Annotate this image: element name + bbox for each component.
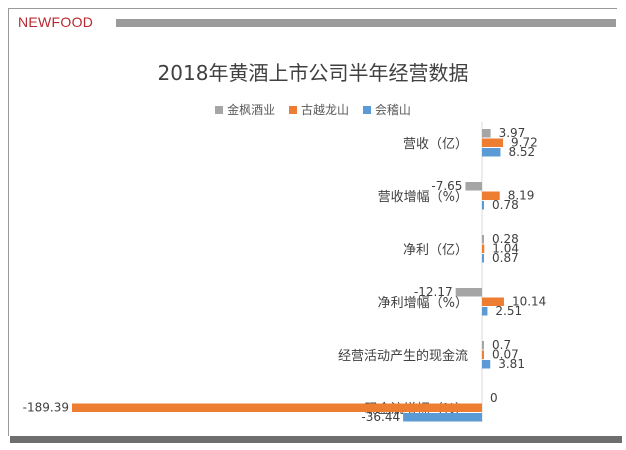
frame-shadow	[10, 436, 622, 443]
category-label-1: 营收增幅（%）	[378, 190, 468, 205]
bar-1-4	[482, 350, 484, 359]
bar-1-3	[482, 297, 504, 306]
category-label-0: 营收（亿）	[403, 137, 468, 152]
value-label-2-5: -36.44	[361, 410, 400, 424]
bar-2-3	[482, 307, 488, 316]
value-label-0-4: 0.7	[492, 338, 511, 352]
value-label-1-0: 9.72	[511, 136, 538, 150]
bar-0-1	[465, 182, 482, 191]
value-label-1-3: 10.14	[512, 295, 546, 309]
category-label-3: 净利增幅（%）	[378, 296, 468, 311]
bar-0-4	[482, 341, 484, 350]
bar-2-1	[482, 201, 484, 210]
value-label-0-5: 0	[490, 391, 498, 405]
value-label-0-1: -7.65	[431, 179, 462, 193]
value-label-1-4: 0.07	[492, 348, 519, 362]
chart-title: 2018年黄酒上市公司半年经营数据	[157, 61, 469, 85]
value-label-0-2: 0.28	[492, 232, 519, 246]
bar-1-5	[72, 403, 482, 412]
bar-0-2	[482, 235, 484, 244]
bar-2-2	[482, 254, 484, 263]
category-label-2: 净利（亿）	[403, 243, 468, 258]
bar-2-0	[482, 148, 501, 157]
legend-item-series-0: 金枫酒业	[215, 101, 275, 118]
chart-legend: 金枫酒业 古越龙山 会稽山	[0, 101, 626, 118]
value-label-2-0: 8.52	[508, 145, 535, 159]
legend-label-series-2: 会稽山	[374, 103, 411, 117]
category-label-4: 经营活动产生的现金流	[338, 348, 468, 364]
value-label-1-1: 8.19	[508, 189, 535, 203]
legend-label-series-1: 古越龙山	[300, 103, 349, 117]
bar-1-0	[482, 138, 504, 147]
legend-swatch-series-0	[215, 105, 224, 114]
bar-2-4	[482, 360, 491, 369]
bar-0-0	[482, 129, 491, 138]
legend-swatch-series-1	[288, 105, 297, 114]
brand-logo: NEWFOOD	[18, 14, 94, 30]
legend-swatch-series-2	[362, 105, 371, 114]
bar-1-1	[482, 191, 500, 200]
value-label-2-4: 3.81	[498, 357, 525, 371]
legend-item-series-1: 古越龙山	[288, 101, 349, 118]
value-label-2-1: 0.78	[492, 198, 519, 212]
header-bar	[116, 19, 616, 27]
value-label-1-2: 1.04	[492, 242, 519, 256]
value-label-2-3: 2.51	[495, 304, 522, 318]
value-label-2-2: 0.87	[492, 251, 519, 265]
value-label-0-0: 3.97	[499, 126, 526, 140]
chart-frame	[8, 8, 617, 436]
bar-1-2	[482, 244, 485, 253]
legend-item-series-2: 会稽山	[362, 101, 411, 118]
value-label-1-5: -189.39	[23, 401, 69, 415]
bar-0-3	[455, 288, 482, 297]
legend-label-series-0: 金枫酒业	[227, 103, 276, 117]
bar-2-5	[403, 413, 482, 422]
value-label-0-3: -12.17	[414, 285, 453, 299]
